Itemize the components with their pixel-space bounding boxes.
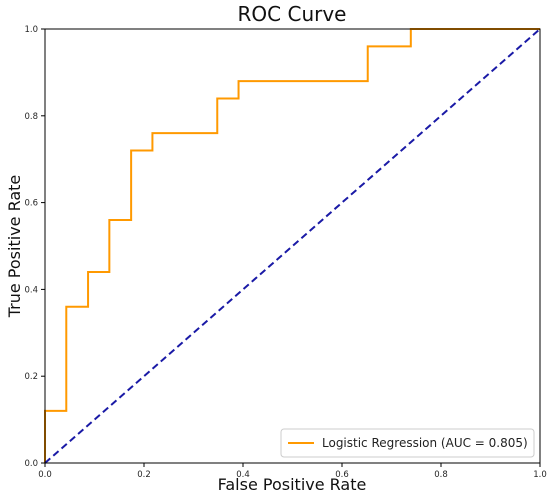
x-tick-label: 0.0 xyxy=(38,470,52,480)
x-tick-label: 0.6 xyxy=(335,470,349,480)
legend-box xyxy=(280,428,535,458)
series-layer xyxy=(44,28,541,464)
x-tick-label: 1.0 xyxy=(533,470,547,480)
plot-background xyxy=(45,29,540,463)
y-tick-label: 0.8 xyxy=(24,112,38,122)
y-tick-label: 0.6 xyxy=(24,199,38,209)
y-tick-label: 0.4 xyxy=(24,285,38,295)
legend: Logistic Regression (AUC = 0.805) xyxy=(280,428,535,458)
y-tick-label: 1.0 xyxy=(24,25,38,35)
x-tick-label: 0.8 xyxy=(434,470,448,480)
y-tick-label: 0.0 xyxy=(24,459,38,469)
y-tick-label: 0.2 xyxy=(24,372,38,382)
x-tick-label: 0.2 xyxy=(137,470,151,480)
y-axis-title: True Positive Rate xyxy=(5,175,24,319)
x-axis-title: False Positive Rate xyxy=(218,475,367,494)
legend-label-logistic-regression: Logistic Regression (AUC = 0.805) xyxy=(322,436,528,450)
x-axis-ticks: 0.0 0.2 0.4 0.6 0.8 1.0 xyxy=(38,463,547,480)
x-tick-label: 0.4 xyxy=(236,470,250,480)
chart-title: ROC Curve xyxy=(238,2,347,26)
y-axis-ticks: 0.0 0.2 0.4 0.6 0.8 1.0 xyxy=(24,25,45,469)
plot-frame xyxy=(44,28,541,464)
roc-curve-line xyxy=(44,28,540,463)
